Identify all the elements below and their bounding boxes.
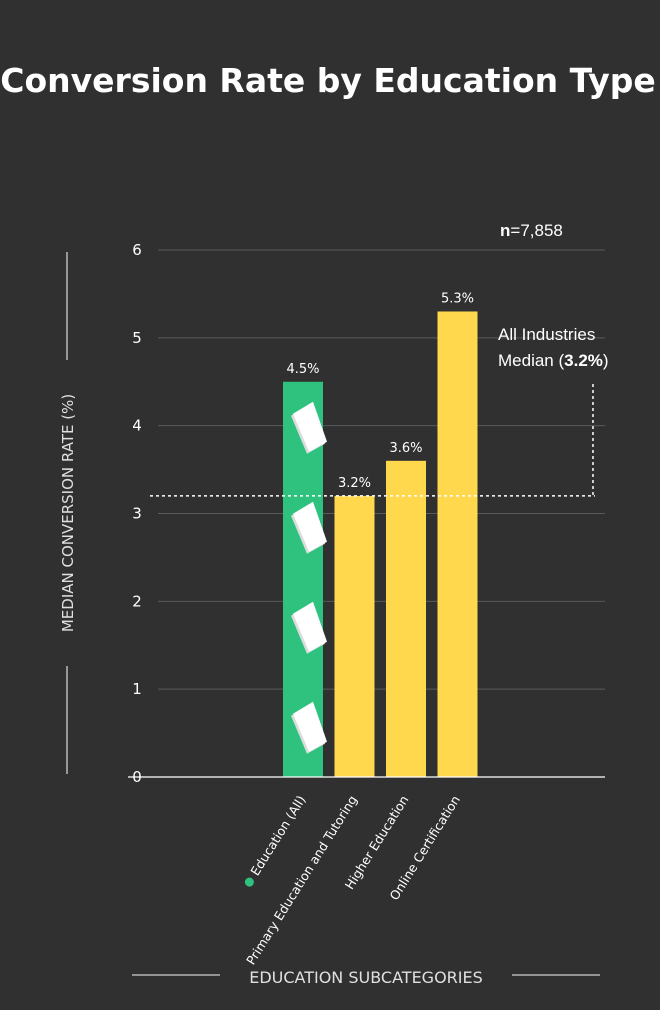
chart-title: Conversion Rate by Education Type [0, 61, 655, 100]
legend-dot [244, 877, 254, 887]
book-icon [291, 501, 327, 554]
y-tick-label: 2 [132, 592, 142, 610]
value-label: 3.2% [338, 476, 371, 491]
bar [386, 460, 426, 777]
median-label-suffix: ) [603, 351, 609, 370]
bar [437, 311, 478, 777]
bar [334, 495, 375, 777]
value-label: 4.5% [286, 362, 319, 377]
book-icon [291, 601, 327, 654]
y-tick-label: 6 [132, 241, 142, 259]
book-icon [291, 701, 327, 754]
y-tick-label: 5 [132, 329, 142, 347]
book-icon-cover [293, 501, 327, 552]
book-icon [291, 401, 327, 454]
grid-lines [158, 249, 605, 690]
book-icon-cover [293, 401, 327, 452]
y-tick-label: 4 [132, 417, 142, 435]
value-label: 5.3% [441, 291, 474, 306]
median-label-value: 3.2% [564, 351, 603, 370]
sample-size-prefix: n [500, 221, 510, 240]
bar-icons [291, 401, 327, 754]
median-label-line1: All Industries [498, 325, 595, 344]
value-labels: 4.5% 3.2% 3.6% 5.3% [286, 291, 474, 490]
median-label-prefix: Median ( [498, 351, 564, 370]
y-tick-label: 3 [132, 505, 142, 523]
y-tick-label: 1 [132, 680, 142, 698]
x-axis-title: EDUCATION SUBCATEGORIES [249, 968, 483, 987]
book-icon-cover [293, 601, 327, 652]
y-axis-title: MEDIAN CONVERSION RATE (%) [59, 394, 77, 632]
book-icon-cover [293, 701, 327, 752]
sample-size: n=7,858 [500, 221, 563, 240]
median-label-line2: Median (3.2%) [498, 351, 609, 370]
value-label: 3.6% [389, 441, 422, 456]
sample-size-value: =7,858 [510, 221, 562, 240]
